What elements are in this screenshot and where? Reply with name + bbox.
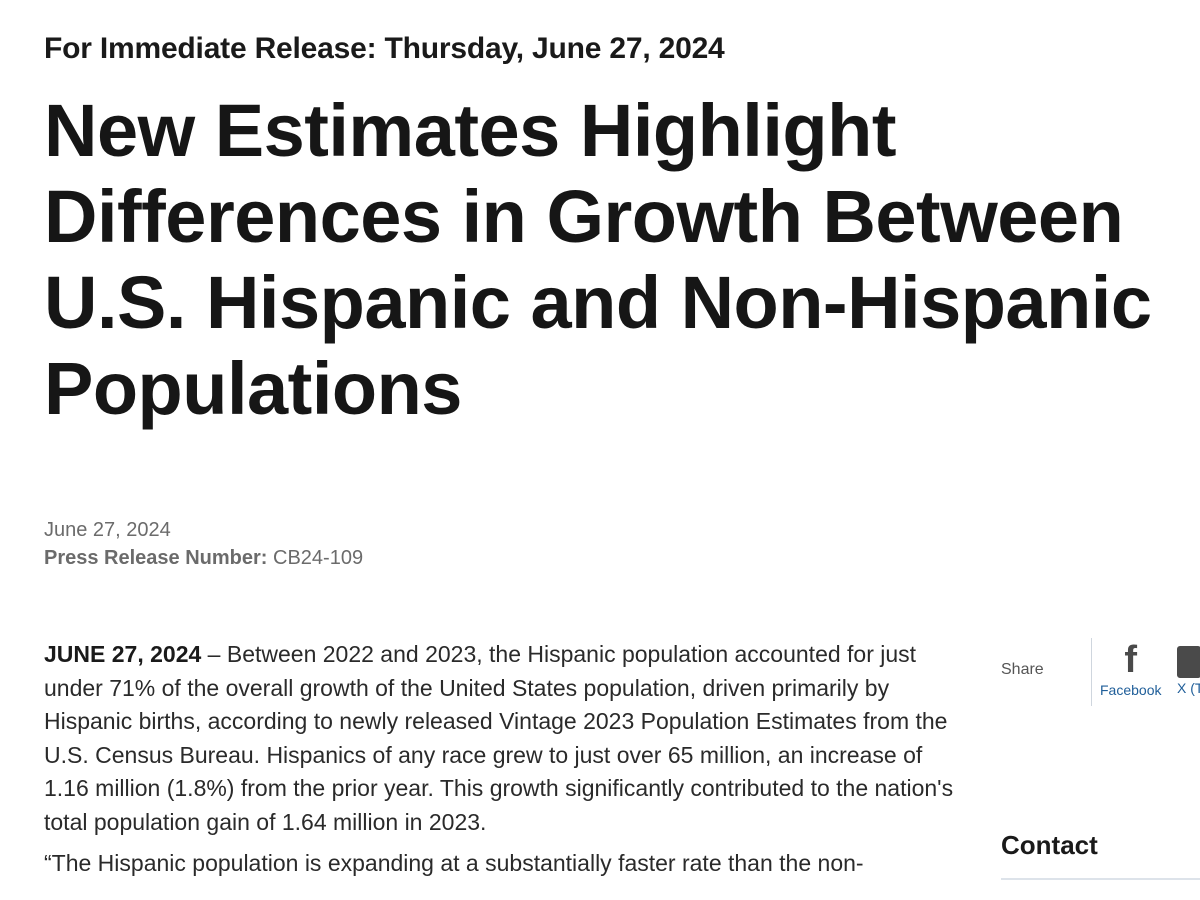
dateline: JUNE 27, 2024 <box>44 641 202 667</box>
headline-line-2: Differences in Growth Between <box>44 175 1124 258</box>
release-date-line: For Immediate Release: Thursday, June 27… <box>44 32 725 65</box>
release-meta: June 27, 2024 Press Release Number: CB24… <box>44 516 363 572</box>
article-paragraph: JUNE 27, 2024 – Between 2022 and 2023, t… <box>44 638 964 839</box>
page-title: New Estimates Highlight Differences in G… <box>44 88 1200 432</box>
article-body: JUNE 27, 2024 – Between 2022 and 2023, t… <box>44 638 964 881</box>
x-twitter-share-label: X (Twitter) <box>1177 680 1200 696</box>
release-number-label: Press Release Number: <box>44 547 268 569</box>
headline-line-4: Populations <box>44 347 462 430</box>
facebook-share-label: Facebook <box>1100 682 1162 698</box>
release-date: June 27, 2024 <box>44 519 171 541</box>
paragraph-text: – Between 2022 and 2023, the Hispanic po… <box>44 641 954 835</box>
headline-line-1: New Estimates Highlight <box>44 89 896 172</box>
article-paragraph-partial: “The Hispanic population is expanding at… <box>44 850 864 876</box>
release-number: Press Release Number: CB24-109 <box>44 544 363 572</box>
share-divider <box>1091 638 1092 706</box>
facebook-share-button[interactable]: f Facebook <box>1100 640 1161 698</box>
x-twitter-share-button[interactable]: X (Twitter) <box>1177 640 1200 696</box>
facebook-icon: f <box>1124 639 1138 681</box>
x-twitter-icon <box>1177 646 1200 678</box>
contact-divider <box>1001 878 1200 880</box>
share-label: Share <box>1001 661 1044 678</box>
release-number-value: CB24-109 <box>273 547 364 569</box>
contact-heading: Contact <box>1001 830 1098 860</box>
headline-line-3: U.S. Hispanic and Non-Hispanic <box>44 261 1152 344</box>
